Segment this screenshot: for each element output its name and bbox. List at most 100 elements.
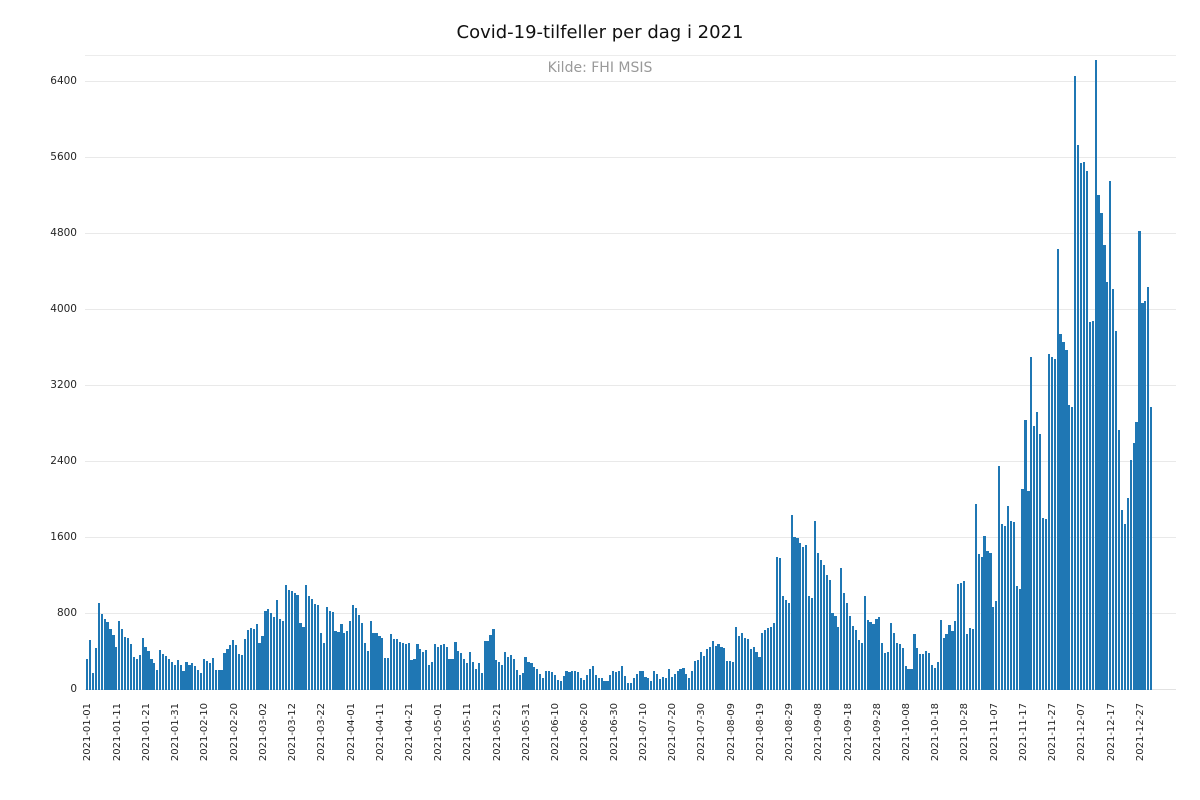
x-axis-tick-label: 2021-04-01 [345,703,357,762]
bar [1094,60,1097,690]
x-axis-tick-label: 2021-11-17 [1017,703,1029,762]
bar [281,620,285,690]
bar [308,596,311,690]
bar [620,665,624,690]
bar [699,652,703,690]
bar [1088,322,1091,690]
bar [457,650,460,690]
bar [404,644,407,690]
bar [790,514,793,690]
bar [88,639,92,690]
x-axis-tick-label: 2021-01-31 [170,703,182,762]
y-axis-tick-label: 4800 [50,227,77,239]
bar [182,671,185,690]
bar [848,616,852,690]
bar [720,646,723,690]
bar [495,660,498,690]
x-axis-tick-label: 2021-08-29 [784,703,796,762]
bar [1076,144,1080,690]
bar [998,465,1001,690]
bar [392,638,396,690]
bar [214,669,217,690]
bar [284,585,287,690]
bar [808,596,811,690]
bar [1056,248,1059,690]
bar [340,623,343,690]
bar [875,619,878,690]
x-axis-tick-label: 2021-01-11 [111,703,123,762]
x-axis-tick-label: 2021-03-02 [257,703,269,762]
bar [208,662,211,690]
bar [255,623,258,690]
bar [755,652,758,690]
bar [1062,341,1065,690]
bar [919,654,922,690]
bar [989,552,992,690]
bar [764,630,767,690]
bar [1091,321,1094,690]
bar [314,603,317,690]
bar [448,658,451,690]
bar [1053,359,1056,690]
bar [682,667,685,690]
x-axis-tick-label: 2021-05-01 [433,703,445,762]
bar [802,546,805,690]
x-axis-tick-label: 2021-11-07 [988,703,1000,762]
bar [504,652,507,690]
bar [962,580,966,690]
bar [840,568,843,690]
x-axis-tick-label: 2021-09-28 [871,703,883,762]
chart-title: Covid-19-tilfeller per dag i 2021 [456,22,744,43]
bar [223,652,226,690]
bar [591,665,594,690]
bar [772,622,776,690]
bar [498,661,501,690]
bar [439,645,442,690]
bar [372,633,375,690]
bar [357,615,361,690]
bar [922,654,925,690]
bar [1150,406,1153,690]
bar [416,643,419,690]
bar [156,670,159,690]
bar [658,679,662,690]
bar [442,643,445,690]
bar [197,669,200,690]
bar [246,630,249,690]
bar [1109,180,1112,690]
bar [696,660,700,690]
bar [217,669,220,690]
bar [550,672,554,690]
bar [854,630,858,690]
bar [609,674,612,690]
bar [509,655,513,690]
bar [454,642,457,690]
bar [433,643,437,690]
bar [846,603,849,690]
bar [267,608,270,690]
bar [1106,282,1109,690]
bar [1003,525,1007,690]
bar [252,629,255,690]
bar [770,626,773,690]
bar [574,671,577,690]
bar [124,636,127,690]
bar [834,616,837,690]
bar [673,674,676,690]
bar [384,657,387,690]
x-axis-tick-label: 2021-05-21 [491,703,503,762]
bar [1085,171,1088,690]
bar [562,676,565,690]
bar [249,628,252,690]
bar [781,596,784,690]
bar [229,644,232,690]
bar [650,681,653,690]
bar [889,622,893,690]
bar [954,621,957,690]
bar [1141,303,1144,690]
bar [410,660,413,690]
bar [597,677,600,690]
bar [1024,420,1027,690]
bar [661,677,665,690]
